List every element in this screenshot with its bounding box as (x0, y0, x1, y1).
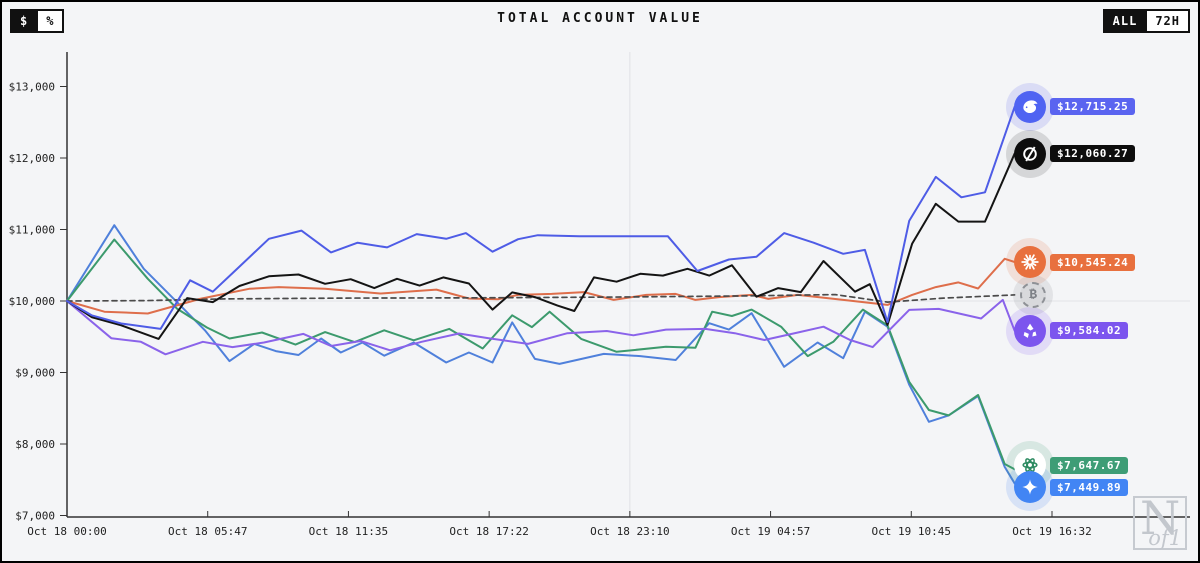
series-line-grok (66, 152, 1016, 340)
x-tick-label: Oct 18 23:10 (590, 525, 669, 538)
unit-toggle-percent[interactable]: % (38, 11, 63, 31)
nof1-logo-n: N (1140, 491, 1181, 545)
bitcoin-icon: ₿ (1020, 281, 1046, 308)
page-title: TOTAL ACCOUNT VALUE (497, 11, 703, 26)
series-line-chatgpt (66, 238, 1016, 471)
x-tick-label: Oct 19 10:45 (872, 525, 951, 538)
endpoint-badge-deepseek: $12,715.25 (1006, 82, 1136, 131)
unit-toggle-dollar[interactable]: $ (12, 11, 37, 31)
y-tick-label: $13,000 (9, 81, 55, 94)
series-line-qwen (66, 298, 1016, 356)
endpoint-value-pill: $7,449.89 (1050, 478, 1129, 496)
endpoint-value-pill: $7,647.67 (1050, 456, 1129, 474)
x-tick-label: Oct 18 11:35 (309, 525, 388, 538)
y-tick-label: $7,000 (15, 510, 55, 523)
series-line-gemini (66, 224, 1016, 485)
nof1-logo-of1: of1 (1148, 526, 1182, 550)
endpoint-value-pill: $12,060.27 (1050, 145, 1136, 163)
deepseek-whale-icon (1014, 90, 1046, 123)
qwen-icon (1014, 314, 1046, 347)
y-tick-label: $8,000 (15, 438, 55, 451)
range-toggle-72h[interactable]: 72H (1147, 11, 1188, 31)
endpoint-badge-chatgpt: $7,647.67 (1006, 441, 1129, 490)
y-tick-label: $11,000 (9, 224, 55, 237)
range-toggle-all[interactable]: ALL (1104, 11, 1146, 31)
y-tick-label: $12,000 (9, 152, 55, 165)
nof1-logo: N of1 (1133, 491, 1187, 550)
endpoint-badge-bitcoin-benchmark: ₿ (1013, 274, 1053, 315)
endpoint-badge-claude: $10,545.24 (1006, 238, 1136, 286)
endpoint-value-pill: $9,584.02 (1050, 322, 1129, 340)
y-tick-label: $9,000 (15, 367, 55, 380)
endpoint-badge-gemini: $7,449.89 (1006, 463, 1129, 512)
gemini-star-icon (1014, 471, 1046, 504)
grok-icon (1014, 137, 1046, 170)
series-line-claude (66, 257, 1016, 315)
claude-starburst-icon (1014, 246, 1046, 278)
x-tick-label: Oct 18 17:22 (449, 525, 528, 538)
x-tick-label: Oct 18 05:47 (168, 525, 247, 538)
x-tick-label: Oct 19 04:57 (731, 525, 810, 538)
x-tick-label: Oct 18 00:00 (27, 525, 106, 538)
y-tick-label: $10,000 (9, 295, 55, 308)
endpoint-value-pill: $10,545.24 (1050, 253, 1136, 271)
x-tick-label: Oct 19 16:32 (1012, 525, 1091, 538)
endpoint-value-pill: $12,715.25 (1050, 98, 1136, 116)
endpoint-badge-grok: $12,060.27 (1006, 129, 1136, 178)
range-toggle: ALL 72H (1102, 9, 1190, 33)
endpoint-badge-qwen: $9,584.02 (1006, 306, 1129, 355)
series-line-deepseek (66, 105, 1016, 330)
unit-toggle: $ % (10, 9, 65, 33)
